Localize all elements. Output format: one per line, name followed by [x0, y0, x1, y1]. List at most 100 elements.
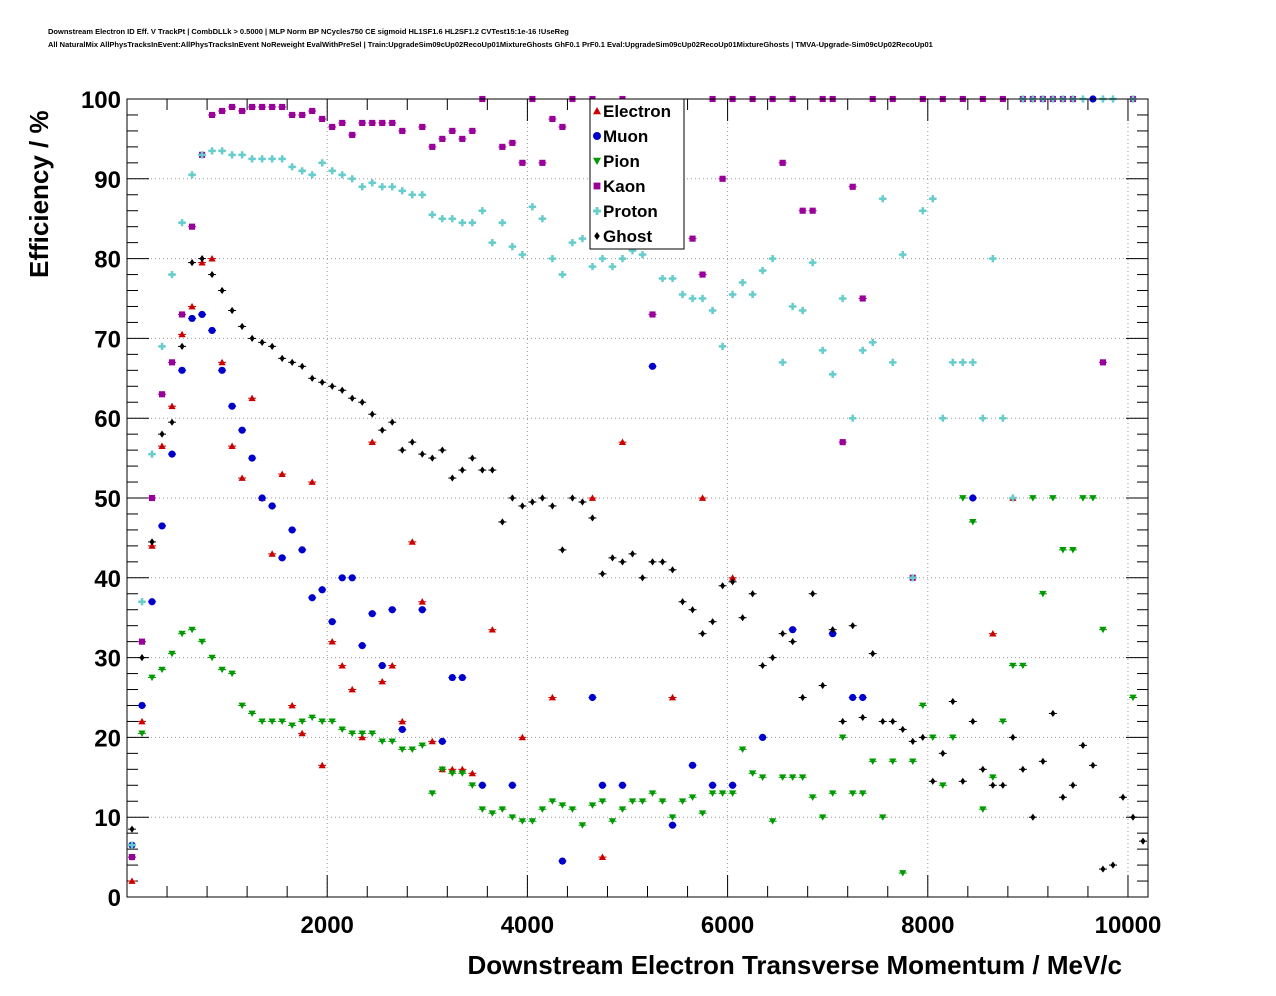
data-point	[498, 219, 506, 227]
data-point	[209, 111, 216, 119]
data-point	[779, 159, 786, 166]
data-point	[129, 825, 135, 833]
data-point	[498, 806, 506, 813]
data-point	[229, 103, 236, 111]
data-point	[539, 494, 545, 502]
data-point	[769, 255, 777, 263]
data-point	[568, 239, 577, 247]
data-point	[639, 574, 646, 582]
data-point	[578, 235, 587, 243]
data-point	[399, 127, 406, 134]
data-point	[548, 798, 557, 805]
data-point	[658, 274, 667, 283]
data-point	[128, 854, 136, 861]
data-point	[359, 119, 366, 126]
data-point	[548, 693, 557, 701]
data-point	[920, 733, 926, 741]
data-point	[378, 661, 386, 670]
data-point	[840, 717, 846, 726]
data-point	[338, 574, 346, 582]
data-point	[149, 538, 155, 546]
data-point	[929, 734, 937, 741]
data-point	[269, 342, 275, 350]
data-point	[839, 439, 846, 446]
data-point	[739, 746, 747, 753]
data-point	[1089, 495, 1097, 502]
data-point	[789, 626, 797, 634]
data-point	[628, 247, 637, 255]
data-point	[820, 681, 826, 690]
data-point	[308, 171, 316, 179]
data-point	[1100, 865, 1106, 873]
y-tick-label: 100	[81, 87, 121, 114]
data-point	[408, 538, 416, 545]
data-point	[278, 554, 286, 562]
data-point	[298, 718, 306, 726]
data-point	[1080, 741, 1086, 749]
data-point	[750, 590, 756, 598]
data-point	[1099, 626, 1107, 634]
data-point	[168, 402, 176, 410]
data-point	[680, 598, 686, 606]
data-point	[559, 546, 565, 554]
data-point	[158, 522, 166, 530]
data-point	[339, 386, 345, 394]
data-point	[589, 514, 595, 522]
data-point	[249, 334, 255, 342]
data-point	[1010, 733, 1016, 741]
data-point	[348, 574, 356, 582]
data-point	[598, 781, 607, 789]
legend-label: Muon	[603, 127, 648, 146]
data-point	[208, 255, 216, 262]
data-point	[959, 495, 967, 502]
y-tick-label: 80	[94, 247, 121, 274]
data-point	[418, 598, 426, 605]
data-point	[648, 790, 657, 797]
data-point	[229, 306, 235, 315]
data-point	[289, 358, 295, 366]
data-point	[850, 622, 856, 630]
data-point	[148, 598, 156, 606]
data-point	[168, 650, 176, 658]
data-point	[178, 311, 186, 318]
data-point	[688, 761, 697, 769]
data-point	[979, 806, 987, 813]
data-point	[188, 302, 196, 310]
data-point	[969, 358, 977, 366]
data-point	[969, 494, 977, 502]
data-point	[710, 618, 716, 626]
data-point	[438, 215, 446, 223]
legend-box	[589, 98, 685, 250]
data-point	[458, 219, 466, 227]
data-point	[549, 502, 555, 510]
data-point	[189, 223, 196, 230]
data-point	[668, 693, 677, 701]
data-point	[1099, 359, 1107, 366]
data-point	[189, 258, 195, 267]
data-point	[438, 766, 446, 773]
data-point	[689, 235, 696, 242]
data-point	[728, 781, 737, 789]
data-point	[969, 519, 977, 526]
data-point	[980, 765, 986, 773]
data-point	[950, 697, 956, 706]
data-point	[810, 590, 816, 598]
data-point	[678, 798, 687, 805]
data-point	[199, 255, 205, 263]
data-point	[388, 661, 396, 669]
data-point	[178, 630, 186, 638]
data-point	[268, 718, 276, 726]
data-point	[489, 466, 495, 474]
data-point	[348, 175, 356, 183]
data-point	[238, 702, 246, 710]
data-point	[368, 438, 376, 446]
data-point	[228, 151, 236, 159]
data-point	[970, 717, 976, 726]
y-tick-label: 20	[94, 725, 121, 752]
data-point	[398, 187, 406, 195]
data-point	[328, 167, 336, 175]
legend-marker	[593, 207, 601, 216]
data-point	[719, 175, 726, 182]
data-point	[349, 394, 355, 402]
data-point	[228, 442, 236, 450]
